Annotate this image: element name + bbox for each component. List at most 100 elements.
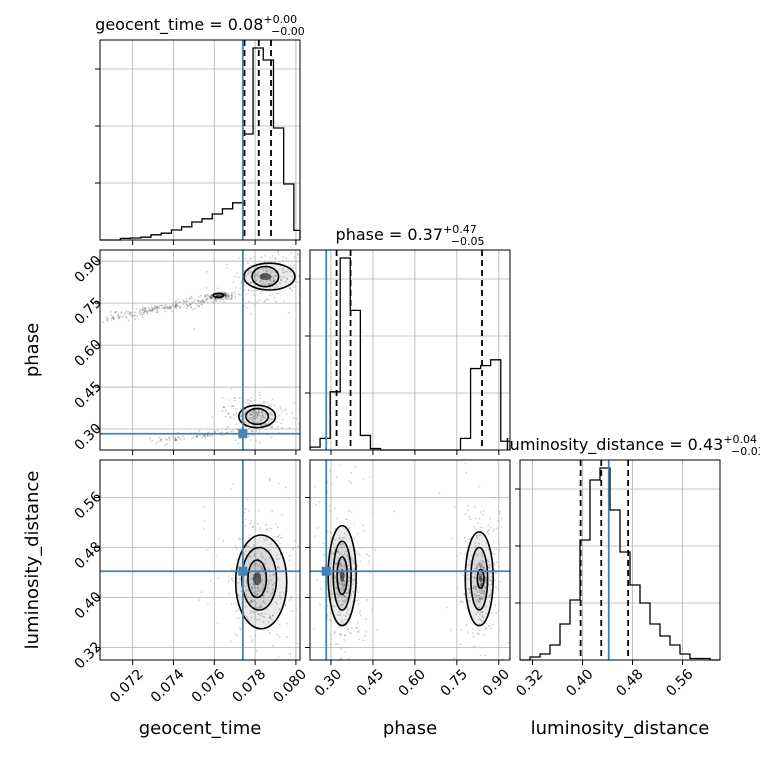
sample-point: [484, 572, 486, 575]
sample-point: [251, 411, 254, 414]
sample-point: [271, 270, 273, 272]
sample-point: [215, 300, 218, 303]
sample-point: [225, 294, 227, 297]
sample-point: [224, 295, 227, 298]
sample-point: [463, 592, 466, 595]
sample-point: [493, 562, 495, 564]
sample-point: [251, 586, 254, 589]
panel-title-phase: phase = 0.37+0.47 −0.05: [336, 223, 485, 248]
sample-point: [164, 304, 167, 306]
sample-point: [217, 294, 219, 297]
sample-point: [258, 613, 261, 615]
sample-point: [268, 575, 271, 577]
sample-point: [497, 610, 500, 613]
sample-point: [345, 518, 348, 521]
sample-point: [314, 535, 317, 538]
sample-point: [224, 293, 226, 296]
sample-point: [329, 469, 331, 472]
sample-point: [244, 275, 246, 278]
sample-point: [244, 508, 247, 510]
sample-point: [287, 312, 290, 314]
sample-point: [478, 534, 481, 537]
sample-point: [182, 301, 184, 304]
sample-point: [274, 420, 277, 423]
sample-point: [329, 556, 331, 558]
x-axis-label-phase: phase: [383, 718, 437, 739]
sample-point: [263, 300, 266, 303]
sample-point: [201, 436, 204, 439]
sample-point: [343, 594, 346, 597]
sample-point: [252, 274, 255, 277]
sample-point: [266, 538, 268, 540]
sample-point: [233, 293, 236, 295]
sample-point: [338, 609, 341, 612]
sample-point: [275, 271, 277, 274]
sample-point: [172, 437, 174, 440]
sample-point: [483, 595, 485, 598]
sample-point: [174, 438, 177, 440]
sample-point: [157, 440, 160, 443]
sample-point: [143, 311, 145, 314]
sample-point: [230, 603, 233, 606]
sample-point: [368, 562, 371, 565]
sample-point: [472, 628, 475, 630]
sample-point: [334, 593, 337, 596]
sample-point: [481, 513, 484, 516]
sample-point: [163, 307, 166, 310]
sample-point: [257, 613, 259, 615]
sample-point: [270, 527, 273, 530]
sample-point: [273, 404, 276, 407]
sample-point: [259, 394, 262, 396]
sample-point: [269, 278, 272, 281]
sample-point: [474, 586, 477, 589]
sample-point: [332, 604, 334, 607]
sample-point: [249, 600, 251, 603]
sample-point: [231, 405, 233, 408]
sample-point: [268, 595, 270, 598]
sample-point: [237, 609, 240, 612]
sample-point: [498, 603, 501, 606]
sample-point: [247, 262, 249, 265]
sample-point: [334, 577, 336, 579]
truth-marker: [238, 429, 248, 439]
sample-point: [227, 292, 229, 295]
sample-point: [271, 398, 274, 400]
sample-point: [343, 588, 345, 590]
sample-point: [229, 294, 232, 297]
sample-point: [245, 426, 247, 428]
sample-point: [253, 583, 255, 586]
sample-point: [163, 444, 166, 446]
sample-point: [272, 614, 274, 617]
sample-point: [259, 606, 261, 609]
sample-point: [238, 617, 241, 619]
sample-point: [261, 579, 264, 582]
sample-point: [297, 544, 299, 547]
sample-point: [248, 619, 251, 622]
sample-point: [368, 555, 370, 558]
sample-point: [245, 410, 248, 413]
sample-point: [258, 441, 261, 444]
sample-point: [236, 412, 238, 414]
sample-point: [481, 526, 484, 529]
sample-point: [342, 623, 345, 626]
sample-point: [249, 271, 252, 274]
sample-point: [318, 501, 321, 503]
sample-point: [154, 304, 156, 307]
sample-point: [139, 310, 141, 313]
sample-point: [185, 307, 188, 309]
sample-point: [259, 280, 261, 283]
sample-point: [267, 408, 269, 410]
sample-point: [231, 405, 234, 407]
sample-point: [259, 605, 261, 608]
sample-point: [258, 607, 261, 609]
sample-point: [264, 299, 266, 302]
sample-point: [247, 289, 250, 292]
sample-point: [319, 603, 321, 606]
sample-point: [348, 580, 351, 583]
sample-point: [359, 610, 361, 612]
sample-point: [234, 297, 236, 300]
sample-point: [481, 567, 484, 569]
sample-point: [272, 574, 274, 576]
sample-point: [337, 551, 340, 553]
sample-point: [248, 583, 251, 586]
